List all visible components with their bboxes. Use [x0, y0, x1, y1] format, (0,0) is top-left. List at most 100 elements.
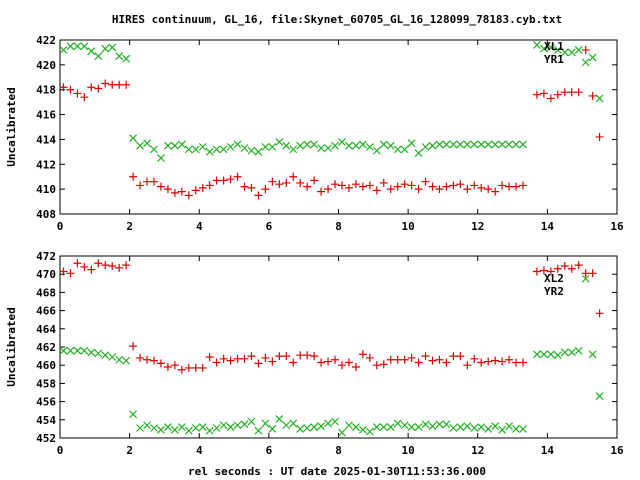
- data-point: [247, 146, 256, 155]
- data-point: [87, 265, 96, 274]
- x-tick-label: 14: [541, 220, 555, 233]
- data-point: [400, 145, 409, 154]
- data-point: [372, 146, 381, 155]
- y-tick-label: 418: [36, 84, 56, 97]
- x-tick-label: 10: [402, 220, 415, 233]
- data-point: [296, 141, 305, 150]
- data-point: [136, 424, 144, 432]
- data-point: [212, 145, 221, 154]
- y-tick-label: 464: [36, 323, 56, 336]
- data-point: [157, 154, 165, 162]
- data-point: [87, 348, 96, 357]
- data-point: [512, 424, 520, 433]
- data-point: [310, 423, 319, 432]
- data-point: [275, 180, 284, 189]
- data-point: [435, 420, 444, 429]
- data-point: [198, 183, 207, 192]
- x-tick-label: 2: [126, 444, 133, 457]
- data-point: [449, 424, 458, 432]
- data-point: [282, 421, 291, 430]
- data-point: [338, 428, 346, 437]
- y-axis-label: Uncalibrated: [5, 87, 18, 166]
- data-point: [170, 188, 179, 197]
- data-point: [539, 44, 548, 53]
- data-point: [386, 355, 395, 364]
- data-point: [442, 358, 451, 367]
- data-point: [428, 422, 437, 431]
- data-point: [498, 140, 507, 149]
- data-point: [393, 419, 402, 428]
- data-point: [345, 421, 353, 430]
- data-point: [66, 42, 75, 51]
- x-tick-label: 12: [471, 444, 484, 457]
- data-point: [129, 134, 138, 143]
- data-point: [365, 353, 374, 362]
- y-tick-label: 422: [36, 34, 56, 47]
- data-point: [379, 140, 388, 149]
- data-point: [532, 267, 541, 276]
- data-point: [595, 132, 604, 141]
- chart-title: HIRES continuum, GL_16, file:Skynet_6070…: [112, 13, 562, 26]
- data-point: [247, 417, 256, 426]
- data-point: [449, 352, 458, 361]
- data-point: [553, 351, 562, 360]
- data-point: [421, 420, 430, 429]
- y-tick-label: 468: [36, 286, 56, 299]
- data-point: [268, 357, 277, 366]
- data-point: [456, 423, 465, 432]
- data-point: [477, 140, 486, 149]
- data-point: [80, 93, 89, 102]
- data-point: [289, 145, 298, 154]
- x-tick-label: 12: [471, 220, 484, 233]
- data-point: [163, 423, 172, 432]
- data-point: [484, 185, 493, 194]
- series-YR1: [59, 45, 604, 200]
- data-point: [205, 181, 214, 190]
- x-tick-label: 6: [266, 444, 273, 457]
- data-point: [456, 352, 465, 361]
- x-tick-label: 16: [610, 220, 624, 233]
- data-point: [567, 48, 576, 57]
- data-point: [170, 361, 179, 370]
- data-point: [533, 350, 541, 359]
- data-point: [331, 180, 340, 189]
- y-tick-label: 412: [36, 158, 56, 171]
- x-tick-label: 10: [402, 444, 415, 457]
- data-point: [484, 357, 493, 366]
- data-point: [108, 43, 117, 52]
- data-point: [512, 182, 521, 191]
- data-point: [205, 353, 214, 362]
- data-point: [73, 42, 82, 51]
- data-point: [233, 354, 242, 363]
- data-point: [94, 349, 103, 358]
- data-point: [595, 309, 604, 318]
- y-tick-label: 462: [36, 341, 56, 354]
- x-tick-label: 0: [57, 444, 64, 457]
- data-point: [386, 185, 395, 194]
- data-point: [331, 355, 340, 364]
- data-point: [303, 140, 312, 149]
- data-point: [268, 424, 277, 433]
- y-tick-label: 410: [36, 183, 56, 196]
- data-point: [219, 176, 228, 185]
- data-point: [560, 88, 569, 97]
- data-point: [351, 141, 360, 150]
- data-point: [428, 141, 437, 150]
- data-point: [198, 142, 207, 151]
- data-point: [337, 361, 346, 370]
- data-point: [212, 358, 221, 367]
- data-point: [275, 352, 284, 361]
- data-point: [386, 423, 395, 432]
- data-point: [567, 264, 576, 273]
- data-point: [484, 140, 493, 149]
- data-point: [240, 420, 249, 429]
- data-point: [324, 185, 333, 194]
- data-point: [289, 358, 298, 367]
- data-point: [581, 45, 590, 54]
- data-point: [122, 261, 131, 270]
- data-point: [539, 350, 548, 359]
- data-point: [143, 421, 151, 430]
- data-point: [421, 352, 430, 361]
